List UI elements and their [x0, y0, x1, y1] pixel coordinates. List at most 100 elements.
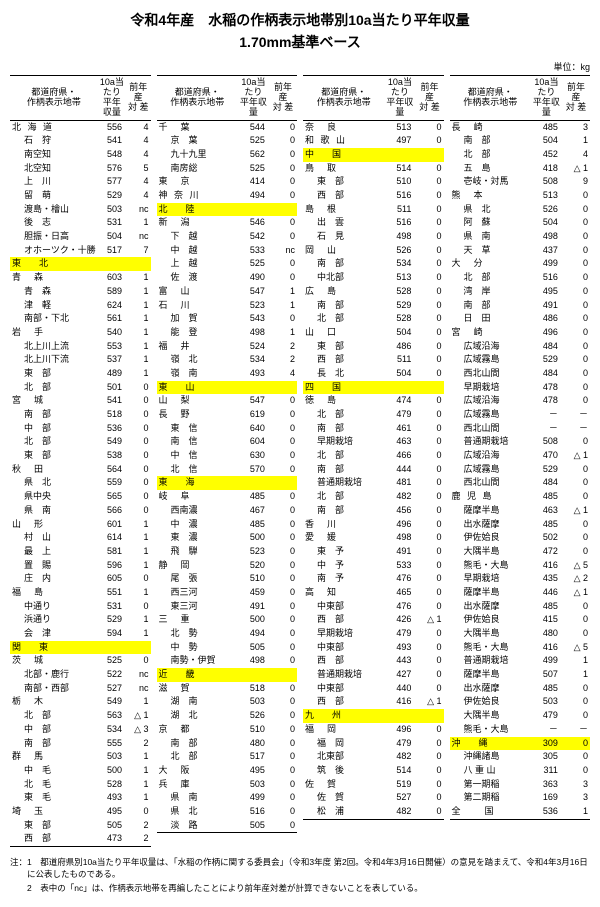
- cell-diff: 1: [562, 134, 590, 148]
- cell-name: 西 部: [303, 613, 384, 627]
- cell-diff: 0: [269, 271, 297, 285]
- cell-name: 最 上: [10, 545, 98, 559]
- cell-diff: 0: [562, 257, 590, 271]
- cell-diff: 0: [562, 353, 590, 367]
- cell-name: 西北山間: [450, 422, 531, 436]
- cell-yield: 544: [238, 120, 269, 134]
- data-table: 都道府県・作柄表示地帯10a当たり平年収量前年産対 差奈 良5130和 歌 山4…: [303, 75, 444, 820]
- cell-yield: 523: [238, 545, 269, 559]
- table-row: 中 予5330: [303, 559, 444, 573]
- cell-diff: 0: [415, 545, 443, 559]
- header-yield: 10a当たり平年収量: [531, 76, 562, 121]
- table-row: 宮 城5410: [10, 394, 151, 408]
- cell-name: 東 予: [303, 545, 384, 559]
- cell-name: 沖 縄: [450, 737, 531, 751]
- cell-diff: 1: [269, 299, 297, 313]
- cell-diff: 0: [415, 271, 443, 285]
- table-row: 早期栽培4790: [303, 627, 444, 641]
- cell-diff: 0: [269, 148, 297, 162]
- cell-yield: 440: [384, 682, 415, 696]
- cell-diff: 0: [126, 572, 150, 586]
- table-row: 第二期稲1693: [450, 791, 591, 805]
- cell-diff: 0: [415, 230, 443, 244]
- header-diff: 前年産対 差: [415, 76, 443, 121]
- cell-diff: 0: [562, 285, 590, 299]
- unit-label: 単位：kg: [10, 60, 590, 73]
- cell-yield: 494: [238, 189, 269, 203]
- cell-yield: 542: [238, 230, 269, 244]
- table-row: 南 部5552: [10, 737, 151, 751]
- table-row: 東 山: [157, 381, 298, 395]
- cell-name: 出水薩摩: [450, 682, 531, 696]
- cell-yield: 525: [238, 257, 269, 271]
- table-row: 出 雲5160: [303, 216, 444, 230]
- cell-diff: 0: [269, 819, 297, 833]
- cell-diff: 0: [562, 367, 590, 381]
- cell-yield: 520: [238, 559, 269, 573]
- cell-yield: 485: [238, 490, 269, 504]
- cell-diff: 0: [269, 463, 297, 477]
- cell-yield: 426: [384, 613, 415, 627]
- cell-yield: 594: [98, 627, 126, 641]
- table-row: 石 川5231: [157, 299, 298, 313]
- cell-name: 東 京: [157, 175, 238, 189]
- table-row: 石 狩5414: [10, 134, 151, 148]
- table-row: 八 重 山3110: [450, 764, 591, 778]
- cell-diff: 0: [415, 134, 443, 148]
- table-row: 東 京4140: [157, 175, 298, 189]
- cell-yield: 479: [531, 709, 562, 723]
- table-row: 阿 蘇5040: [450, 216, 591, 230]
- cell-name: 北上川上流: [10, 340, 98, 354]
- table-row: 北 勢4940: [157, 627, 298, 641]
- table-row: 北空知5765: [10, 162, 151, 176]
- table-row: 県 南4980: [450, 230, 591, 244]
- cell-name: 鹿 児 島: [450, 490, 531, 504]
- cell-name: 山 口: [303, 326, 384, 340]
- cell-name: 神 奈 川: [157, 189, 238, 203]
- cell-yield: 510: [238, 572, 269, 586]
- cell-name: 日 田: [450, 312, 531, 326]
- cell-yield: 486: [384, 340, 415, 354]
- cell-yield: 505: [238, 641, 269, 655]
- table-row: 加 賀5430: [157, 312, 298, 326]
- cell-yield: 504: [384, 326, 415, 340]
- cell-yield: 504: [531, 134, 562, 148]
- cell-yield: 619: [238, 408, 269, 422]
- cell-name: 庄 内: [10, 572, 98, 586]
- cell-yield: 581: [98, 545, 126, 559]
- table-row: 県 南4990: [157, 791, 298, 805]
- table-row: 沖 縄3090: [450, 737, 591, 751]
- table-row: 置 賜5961: [10, 559, 151, 573]
- cell-name: 新 潟: [157, 216, 238, 230]
- table-row: 東 部4860: [303, 340, 444, 354]
- cell-name: 八 重 山: [450, 764, 531, 778]
- table-row: 胆振・日高504nc: [10, 230, 151, 244]
- table-row: 熊毛・大島－－: [450, 723, 591, 737]
- cell-name: 北空知: [10, 162, 98, 176]
- cell-diff: 0: [415, 408, 443, 422]
- cell-name: 湖 南: [157, 695, 238, 709]
- cell-name: 大 阪: [157, 764, 238, 778]
- cell-yield: 497: [384, 134, 415, 148]
- cell-diff: [269, 203, 297, 217]
- cell-diff: 0: [415, 778, 443, 792]
- cell-name: 北 海 道: [10, 120, 98, 134]
- cell-name: 普通期栽培: [303, 668, 384, 682]
- cell-yield: 363: [531, 778, 562, 792]
- cell-name: 早期栽培: [303, 435, 384, 449]
- cell-diff: 0: [415, 326, 443, 340]
- cell-yield: 565: [98, 490, 126, 504]
- cell-name: 伊佐姶良: [450, 613, 531, 627]
- table-row: 上 川5774: [10, 175, 151, 189]
- cell-diff: nc: [126, 230, 150, 244]
- cell-diff: 0: [269, 120, 297, 134]
- cell-name: 石 川: [157, 299, 238, 313]
- cell-yield: 503: [531, 695, 562, 709]
- table-row: 東 毛4931: [10, 791, 151, 805]
- cell-diff: 0: [562, 737, 590, 751]
- cell-name: 薩摩半島: [450, 668, 531, 682]
- cell-diff: [269, 476, 297, 490]
- cell-name: 南 部: [303, 422, 384, 436]
- cell-yield: 478: [531, 394, 562, 408]
- table-row: 北 部5160: [450, 271, 591, 285]
